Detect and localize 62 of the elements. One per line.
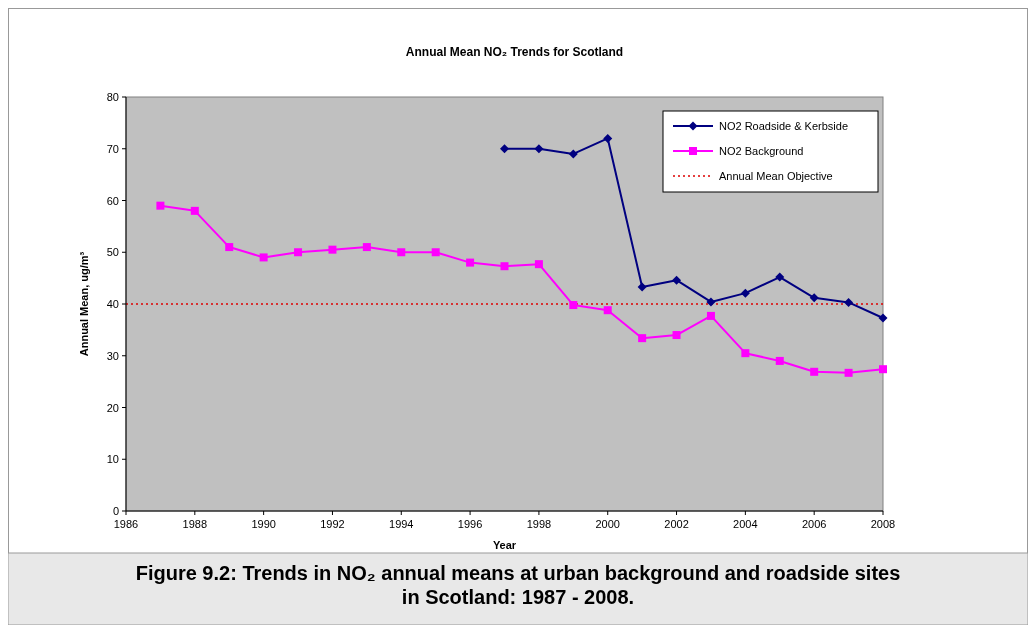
x-tick-label: 1998 [526,518,552,530]
point [190,206,199,215]
x-tick-label: 2008 [870,518,896,530]
x-tick-label: 1992 [320,518,345,530]
x-tick-label: 2000 [595,518,620,530]
point [397,248,406,257]
y-tick-label: 70 [106,142,119,155]
caption: Figure 9.2: Trends in NO₂ annual means at urban background and roadside sites in Scotland: 1987 - 2008. [135,562,901,608]
x-axis-title: Year [492,539,517,551]
y-tick-label: 0 [112,505,119,517]
point [534,144,544,154]
point [672,331,681,340]
point [672,275,682,285]
x-tick-label: 1994 [389,518,414,530]
point [569,301,578,310]
point [878,313,888,323]
point [225,243,234,252]
point [637,282,647,292]
point [431,248,440,257]
y-tick-label: 40 [106,298,119,310]
point [638,334,647,343]
point [844,368,853,377]
point [879,365,887,374]
point [706,297,716,307]
point [259,253,268,262]
chart-title: Annual Mean NO₂ Trends for Scotland [405,45,624,59]
legend-label: NO2 Background [719,145,804,157]
x-tick-label: 2004 [733,518,758,530]
point [500,262,509,271]
point [706,311,715,320]
point [775,272,785,282]
legend-label: NO2 Roadside & Kerbside [719,120,849,132]
point [740,288,750,298]
point [500,144,509,154]
y-tick-label: 20 [106,401,119,414]
point [534,260,543,269]
point [156,201,165,210]
x-tick-label: 2006 [801,518,827,530]
point [294,248,303,257]
point [844,297,854,307]
point [328,245,337,254]
x-tick-label: 2002 [664,518,689,530]
x-tick-label: 1996 [457,518,483,530]
y-tick-label: 30 [106,349,119,362]
x-tick-label: 1990 [251,518,276,530]
y-tick-label: 10 [106,453,119,466]
point [741,349,750,358]
point [362,243,371,252]
point [466,258,475,267]
point [809,293,819,303]
point [603,306,612,315]
y-tick-label: 60 [106,194,119,207]
point [568,149,578,159]
y-axis-title: Annual Mean, ug/m³ [78,251,90,357]
point [775,356,784,365]
x-tick-label: 1986 [113,518,139,530]
point [603,133,613,143]
point [810,367,819,376]
y-tick-label: 50 [106,246,119,259]
x-tick-label: 1988 [182,518,208,530]
legend-label: Annual Mean Objective [719,170,833,182]
y-tick-label: 80 [106,91,119,103]
